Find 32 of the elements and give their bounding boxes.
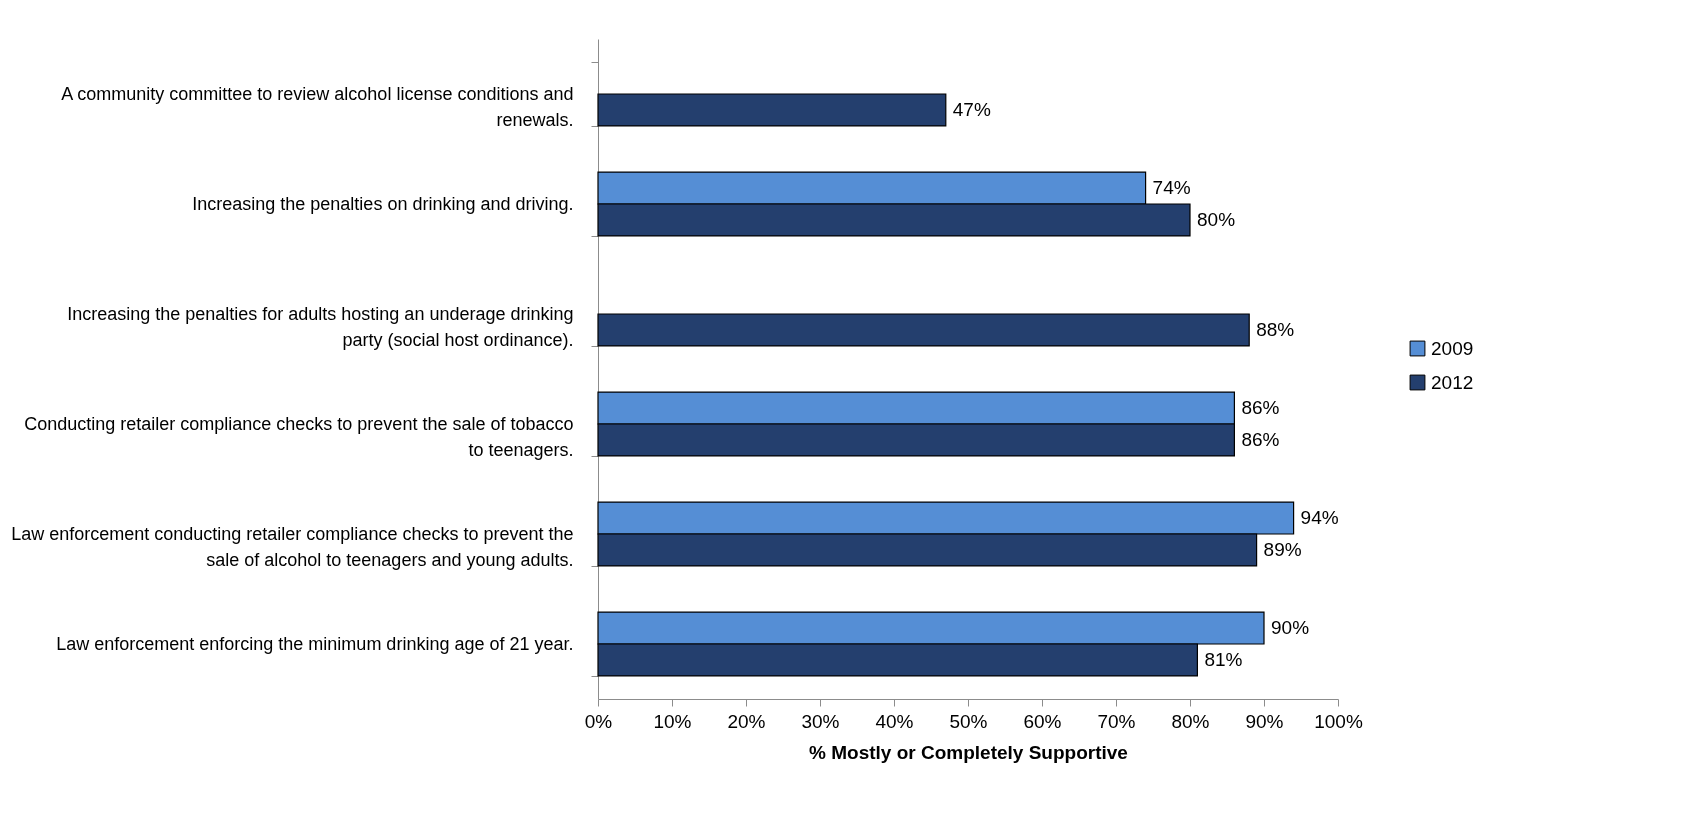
data-label: 86% bbox=[1241, 397, 1280, 419]
x-tick-label: 90% bbox=[1245, 710, 1284, 732]
data-label: 88% bbox=[1256, 318, 1295, 340]
bar bbox=[597, 93, 947, 127]
y-tick-label: Law enforcement enforcing the minimum drinking age of 21 year. bbox=[56, 633, 574, 654]
data-label: 80% bbox=[1197, 208, 1236, 230]
x-tick-label: 50% bbox=[949, 710, 988, 732]
data-label: 94% bbox=[1300, 507, 1339, 529]
data-label: 74% bbox=[1152, 177, 1191, 199]
x-tick-label: 10% bbox=[653, 710, 692, 732]
x-tick-label: 100% bbox=[1314, 710, 1363, 732]
data-label: 86% bbox=[1241, 428, 1280, 450]
legend-label: 2009 bbox=[1431, 337, 1474, 359]
x-tick-label: 30% bbox=[801, 710, 840, 732]
x-tick-label: 60% bbox=[1023, 710, 1062, 732]
y-tick-label: Conducting retailer compliance checks to prevent the sale of tobacco to teenagers. bbox=[24, 413, 574, 460]
y-tick-label: A community committee to review alcohol license conditions and renewals. bbox=[61, 83, 574, 130]
data-label: 81% bbox=[1204, 648, 1243, 670]
x-tick-label: 20% bbox=[727, 710, 766, 732]
x-tick-label: 70% bbox=[1097, 710, 1136, 732]
data-label: 89% bbox=[1263, 538, 1302, 560]
y-tick-label: Law enforcement conducting retailer compliance checks to prevent the sale of alcohol to teenagers and young adults. bbox=[11, 523, 574, 570]
y-tick-label: Increasing the penalties for adults hosting an underage drinking party (social host ordinance). bbox=[67, 303, 574, 350]
data-label: 47% bbox=[952, 98, 991, 120]
x-tick-label: 80% bbox=[1171, 710, 1210, 732]
bar bbox=[597, 313, 1250, 347]
legend-label: 2012 bbox=[1431, 371, 1474, 393]
x-tick-label: 40% bbox=[875, 710, 914, 732]
x-axis-title: % Mostly or Completely Supportive bbox=[809, 741, 1128, 763]
x-tick-label: 0% bbox=[584, 710, 613, 732]
data-label: 90% bbox=[1271, 617, 1310, 639]
y-tick-label: Increasing the penalties on drinking and driving. bbox=[192, 193, 574, 214]
